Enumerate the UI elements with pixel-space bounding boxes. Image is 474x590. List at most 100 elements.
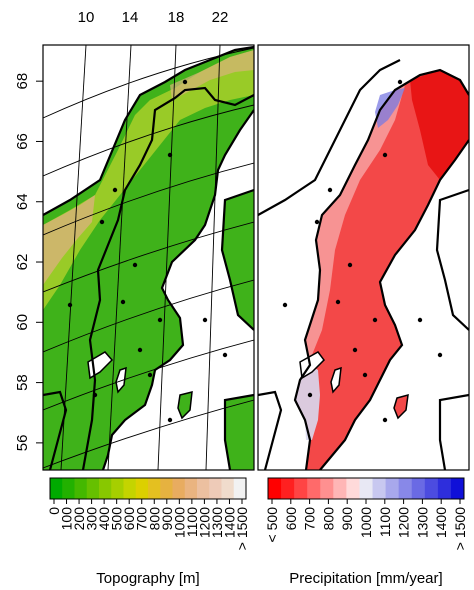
colorbar-cell (86, 478, 100, 499)
colorbar-tick-label: 1200 (396, 507, 412, 538)
colorbar-tick-label: 1000 (171, 507, 187, 538)
precipitation-colorbar-cells (268, 478, 465, 499)
colorbar-cell (333, 478, 347, 499)
colorbar-tick-label: 800 (320, 507, 336, 531)
colorbar-cell (111, 478, 124, 499)
topography-mountain-band (43, 195, 95, 285)
colorbar-tick-label: 0 (46, 507, 62, 515)
finland-coastline (220, 188, 254, 331)
colorbar-tick-label: < 500 (264, 507, 280, 543)
precipitation-estonia-coast (438, 393, 469, 470)
colorbar-cell (62, 478, 75, 499)
topography-summit-band (170, 50, 254, 100)
top-tick-22: 22 (212, 9, 229, 26)
precipitation-dry-north (410, 70, 469, 180)
colorbar-tick-label: 500 (109, 507, 125, 531)
denmark-land-fill (43, 392, 66, 470)
precipitation-pale-band (305, 85, 405, 360)
left-axis-tick-label: 64 (14, 193, 31, 210)
precipitation-denmark-coast (258, 390, 283, 470)
top-tick-14: 14 (122, 9, 139, 26)
colorbar-tick-label: 300 (84, 507, 100, 531)
colorbar-tick-label: 800 (146, 507, 162, 531)
left-axis-tick-label: 60 (14, 314, 31, 331)
colorbar-cell (281, 478, 295, 499)
colorbar-tick-label: 1300 (414, 507, 430, 538)
colorbar-cell (372, 478, 386, 499)
precipitation-gotland (393, 393, 409, 420)
colorbar-cell (294, 478, 308, 499)
norway-coastline (43, 45, 254, 216)
precipitation-outlines (258, 59, 469, 470)
precipitation-panel-frame (257, 44, 470, 471)
estonia-land-fill (225, 395, 254, 470)
colorbar-cell (307, 478, 321, 499)
left-axis-tick-label: 56 (14, 435, 31, 452)
colorbar-cell (398, 478, 413, 499)
colorbar-cell (123, 478, 137, 499)
left-axis-tick-label: 66 (14, 133, 31, 150)
colorbar-cell (320, 478, 334, 499)
colorbar-tick-label: > 1500 (452, 507, 468, 550)
colorbar-cell (359, 478, 373, 499)
colorbar-tick-label: > 1500 (234, 507, 250, 550)
top-axis-ticks: 10 14 18 22 (78, 9, 229, 26)
topography-colorbar: 0100200300400500600700800900100011001200… (46, 477, 250, 587)
colorbar-cell (233, 478, 247, 499)
colorbar-cell (148, 478, 161, 499)
colorbar-tick-label: 200 (71, 507, 87, 531)
precipitation-sweden-outline (293, 68, 469, 470)
estonia-coastline (223, 393, 254, 470)
colorbar-tick-label: 600 (283, 507, 299, 531)
colorbar-cell (221, 478, 235, 499)
colorbar-tick-label: 700 (134, 507, 150, 531)
precipitation-colorbar-ticks: < 500 600 700 800 900 1000 1100 1200 1300 1400 > 1… (264, 499, 468, 550)
topography-station-dots (67, 79, 228, 423)
colorbar-tick-label: 700 (302, 507, 318, 531)
precipitation-norway-coast (258, 59, 401, 216)
colorbar-cell (50, 478, 63, 499)
colorbar-cell (385, 478, 400, 499)
colorbar-cell (160, 478, 173, 499)
precipitation-station-dots (282, 79, 443, 423)
colorbar-cell (184, 478, 198, 499)
colorbar-cell (424, 478, 439, 499)
topography-highland-band (43, 50, 254, 310)
precipitation-colorbar: < 500 600 700 800 900 1000 1100 1200 1300 1400 > 1… (264, 477, 468, 587)
topography-colorbar-cells (50, 478, 247, 499)
left-axis-tick-label: 58 (14, 374, 31, 391)
island-gotland (177, 391, 193, 420)
precipitation-finland-coast (435, 188, 469, 331)
top-tick-18: 18 (168, 9, 185, 26)
colorbar-cell (450, 478, 465, 499)
precipitation-lake-vattern (330, 366, 342, 394)
colorbar-cell (135, 478, 149, 499)
left-axis: 56 58 60 62 64 66 68 (14, 73, 44, 452)
topography-colorbar-ticks: 0100200300400500600700800900100011001200… (46, 499, 250, 550)
colorbar-tick-label: 600 (121, 507, 137, 531)
colorbar-tick-label: 1300 (209, 507, 225, 538)
left-axis-tick-label: 68 (14, 73, 31, 90)
colorbar-cell (437, 478, 452, 499)
colorbar-cell (209, 478, 222, 499)
sweden-norway-border (81, 86, 254, 470)
left-axis-tick-label: 62 (14, 254, 31, 271)
colorbar-cell (268, 478, 282, 499)
top-tick-10: 10 (78, 9, 95, 26)
precipitation-colorbar-label: Precipitation [mm/year] (289, 570, 442, 587)
colorbar-tick-label: 100 (59, 507, 75, 531)
topography-panel: 10 14 18 22 56 58 60 62 64 66 68 (14, 9, 255, 471)
colorbar-cell (172, 478, 186, 499)
precipitation-wet-mountains (375, 88, 405, 128)
colorbar-tick-label: 1200 (196, 507, 212, 538)
colorbar-tick-label: 1400 (433, 507, 449, 538)
precipitation-wet-west-coast (295, 365, 320, 440)
topography-outlines (43, 45, 254, 470)
colorbar-tick-label: 1400 (221, 507, 237, 538)
colorbar-tick-label: 400 (96, 507, 112, 531)
colorbar-cell (99, 478, 112, 499)
colorbar-cell (74, 478, 88, 499)
swedish-coastline (101, 109, 254, 470)
colorbar-cell (197, 478, 210, 499)
colorbar-cell (346, 478, 360, 499)
